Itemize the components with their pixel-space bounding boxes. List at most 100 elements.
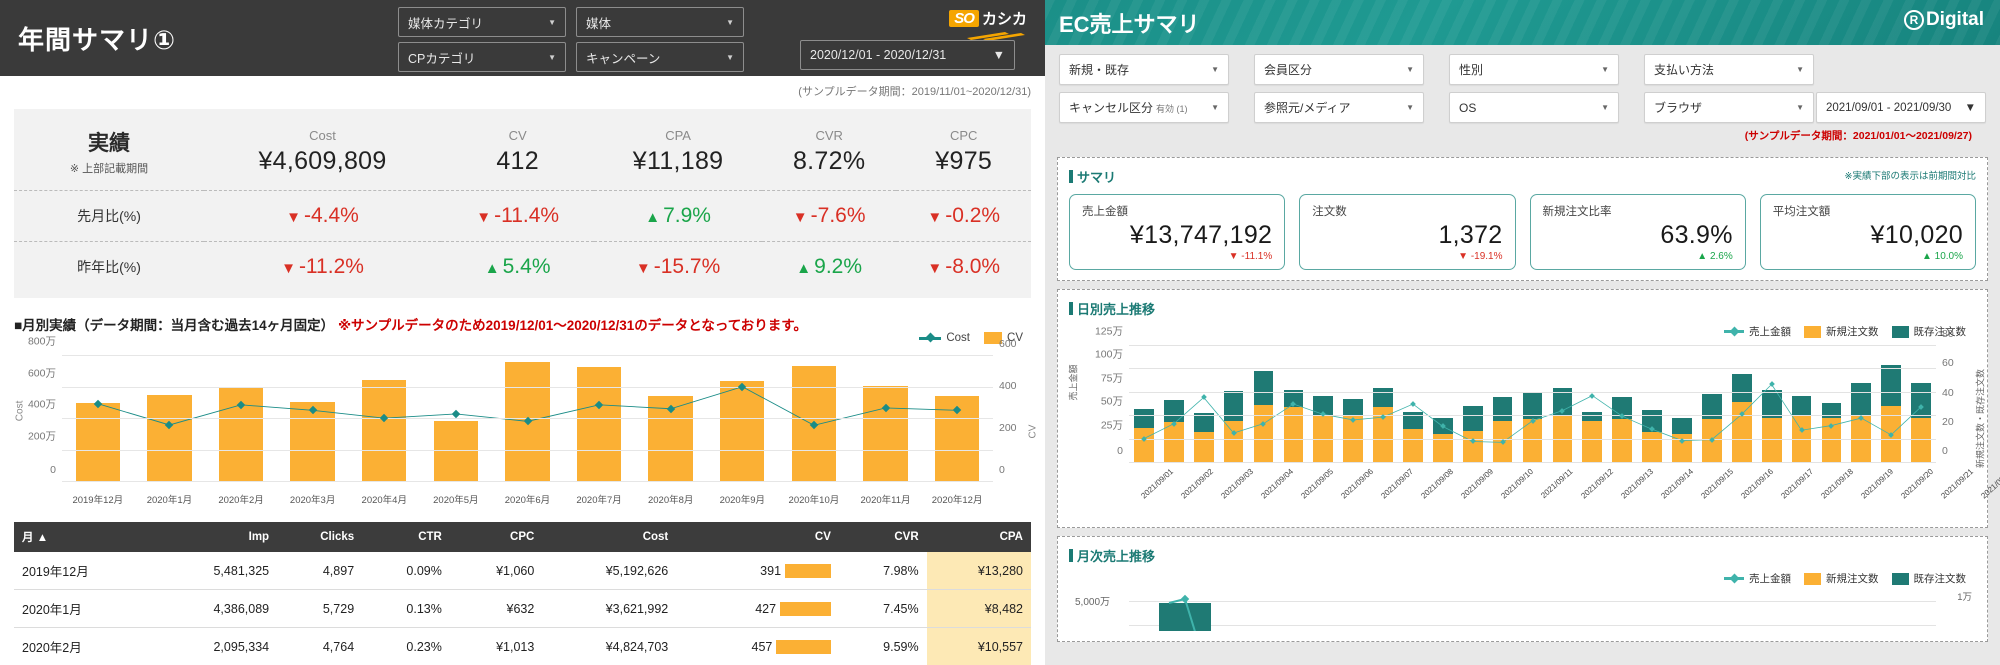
bar[interactable] xyxy=(362,379,407,482)
chevron-down-icon: ▼ xyxy=(726,52,734,62)
card-order-count-delta: ▼ -19.1% xyxy=(1458,251,1503,262)
x-axis-label: 2020年6月 xyxy=(504,495,551,506)
stacked-bar[interactable] xyxy=(1821,346,1842,463)
stacked-bar[interactable] xyxy=(1283,346,1304,463)
filter-media-category[interactable]: 媒体カテゴリ ▼ xyxy=(398,7,566,37)
col-header-cpa[interactable]: CPA xyxy=(926,522,1031,552)
legend-item-sales-amount-2[interactable]: 売上金額 xyxy=(1724,571,1791,586)
gridline xyxy=(1129,625,1936,626)
left-dashboard: 年間サマリ① 媒体カテゴリ ▼ 媒体 ▼ CPカテゴリ ▼ キャンペーン ▼ xyxy=(0,0,1045,665)
arrow-down-icon: ▼ xyxy=(476,209,492,226)
stacked-bar[interactable] xyxy=(1761,346,1782,463)
stacked-bar[interactable] xyxy=(1403,346,1423,463)
brand-logo-so: SO カシカ xyxy=(949,8,1027,29)
stacked-bar[interactable] xyxy=(1582,346,1603,463)
gridline xyxy=(62,418,993,419)
legend-label-new-orders-2: 新規注文数 xyxy=(1826,573,1879,585)
table-cell: 2020年1月 xyxy=(14,589,156,628)
bar-segment-existing xyxy=(1702,394,1722,420)
kpi-value-cpc: ¥975 xyxy=(935,146,993,175)
chevron-down-icon: ▼ xyxy=(1964,101,1976,114)
stacked-bar[interactable] xyxy=(1731,346,1752,463)
monthly-data-table: 月 ▲ Imp Clicks CTR CPC Cost CV CVR CPA 2… xyxy=(14,522,1031,665)
col-header-month[interactable]: 月 ▲ xyxy=(14,522,156,552)
date-range-picker-left[interactable]: 2020/12/01 - 2020/12/31 ▼ xyxy=(800,40,1015,70)
bar[interactable] xyxy=(720,381,765,482)
filter-cancel-type-label: キャンセル区分 有効 (1) xyxy=(1069,101,1188,115)
monthly-sales-bar xyxy=(1159,603,1211,631)
y2-axis-tick: 40 xyxy=(1942,386,1954,399)
filter-campaign[interactable]: キャンペーン ▼ xyxy=(576,42,744,72)
legend-item-cost[interactable]: Cost xyxy=(919,332,970,344)
col-header-cv[interactable]: CV xyxy=(676,522,839,552)
legend-item-cv[interactable]: CV xyxy=(984,332,1023,344)
filter-gender[interactable]: 性別 ▼ xyxy=(1449,54,1619,85)
filter-os[interactable]: OS ▼ xyxy=(1449,92,1619,123)
bar-segment-new xyxy=(1582,420,1603,463)
bar[interactable] xyxy=(433,420,479,482)
stacked-bar[interactable] xyxy=(1612,346,1633,463)
bar-slot xyxy=(1249,346,1279,463)
daily-y-axis-title: 売上金額 xyxy=(1068,364,1079,401)
filter-new-existing[interactable]: 新規・既存 ▼ xyxy=(1059,54,1229,85)
col-header-cpc[interactable]: CPC xyxy=(449,522,543,552)
stacked-bar[interactable] xyxy=(1163,346,1184,463)
filter-payment-method[interactable]: 支払い方法 ▼ xyxy=(1644,54,1814,85)
arrow-down-icon: ▼ xyxy=(635,260,651,277)
stacked-bar[interactable] xyxy=(1134,346,1154,463)
gridline xyxy=(1129,345,1936,346)
col-header-cost[interactable]: Cost xyxy=(542,522,677,552)
monthly-chart-plot-area: 0 200万 400万 600万 800万 0 200 400 600 xyxy=(28,336,1017,482)
filter-media[interactable]: 媒体 ▼ xyxy=(576,7,744,37)
stacked-bar[interactable] xyxy=(1193,346,1214,463)
bar-segment-existing xyxy=(1851,382,1872,415)
bar-segment-new xyxy=(1403,429,1423,463)
table-row[interactable]: 2019年12月 5,481,325 4,897 0.09% ¥1,060 ¥5,192,… xyxy=(14,552,1031,590)
summary-panel-note: ※実績下部の表示は前期間対比 xyxy=(1844,171,1976,182)
stacked-bar[interactable] xyxy=(1672,346,1692,463)
arrow-down-icon: ▼ xyxy=(927,260,943,277)
filter-campaign-label: キャンペーン xyxy=(586,51,661,66)
legend-item-existing-orders[interactable]: 既存注文数 xyxy=(1891,324,1966,339)
legend-item-sales-amount[interactable]: 売上金額 xyxy=(1724,324,1791,339)
stacked-bar[interactable] xyxy=(1522,346,1543,463)
y2-axis-tick: 400 xyxy=(999,380,1017,392)
bar-slot xyxy=(1667,346,1697,463)
stacked-bar[interactable] xyxy=(1253,346,1274,463)
col-header-clicks[interactable]: Clicks xyxy=(277,522,363,552)
col-header-cvr[interactable]: CVR xyxy=(838,522,927,552)
legend-item-new-orders[interactable]: 新規注文数 xyxy=(1804,324,1879,339)
filter-source-medium[interactable]: 参照元/メディア ▼ xyxy=(1254,92,1424,123)
bar[interactable] xyxy=(576,367,622,482)
legend-item-new-orders-2[interactable]: 新規注文数 xyxy=(1804,571,1879,586)
bar-segment-new xyxy=(1432,433,1453,463)
filter-gender-label: 性別 xyxy=(1459,63,1484,77)
filter-cp-category[interactable]: CPカテゴリ ▼ xyxy=(398,42,566,72)
bar-slot xyxy=(134,356,206,482)
kpi-mom-label: 先月比(%) xyxy=(77,208,141,224)
y-axis-tick: 100万 xyxy=(1094,348,1123,361)
bar[interactable] xyxy=(863,385,908,482)
bar[interactable] xyxy=(290,401,335,482)
col-header-ctr[interactable]: CTR xyxy=(362,522,450,552)
bar[interactable] xyxy=(75,403,120,482)
right-dashboard: EC売上サマリ R Digital 新規・既存 ▼ 会員区分 ▼ 性別 ▼ xyxy=(1045,0,2000,665)
filter-member-type[interactable]: 会員区分 ▼ xyxy=(1254,54,1424,85)
table-row[interactable]: 2020年1月 4,386,089 5,729 0.13% ¥632 ¥3,621,992… xyxy=(14,589,1031,628)
kpi-yoy-cv: ▲ 5.4% xyxy=(484,255,551,278)
date-range-picker-right[interactable]: 2021/09/01 - 2021/09/30 ▼ xyxy=(1816,92,1986,123)
legend-item-existing-orders-2[interactable]: 既存注文数 xyxy=(1891,571,1966,586)
kpi-row-yoy: 昨年比(%) ▼ -11.2% ▲ 5.4% ▼ -15.7% ▲ 9.2% ▼ -8.0… xyxy=(14,242,1031,292)
filter-cancel-type[interactable]: キャンセル区分 有効 (1) ▼ xyxy=(1059,92,1229,123)
filter-browser[interactable]: ブラウザ ▼ xyxy=(1644,92,1814,123)
bar[interactable] xyxy=(147,394,192,482)
y-axis-tick: 75万 xyxy=(1100,372,1123,385)
table-cell: 7.98% xyxy=(838,552,927,590)
filter-member-type-label: 会員区分 xyxy=(1264,63,1313,77)
stacked-bar[interactable] xyxy=(1911,346,1931,463)
table-cell: 5,729 xyxy=(277,589,363,628)
kpi-cell-cpc: CPC ¥975 xyxy=(896,115,1031,191)
table-row[interactable]: 2020年2月 2,095,334 4,764 0.23% ¥1,013 ¥4,824,7… xyxy=(14,627,1031,665)
col-header-imp[interactable]: Imp xyxy=(155,522,278,552)
stacked-bar[interactable] xyxy=(1373,346,1393,463)
